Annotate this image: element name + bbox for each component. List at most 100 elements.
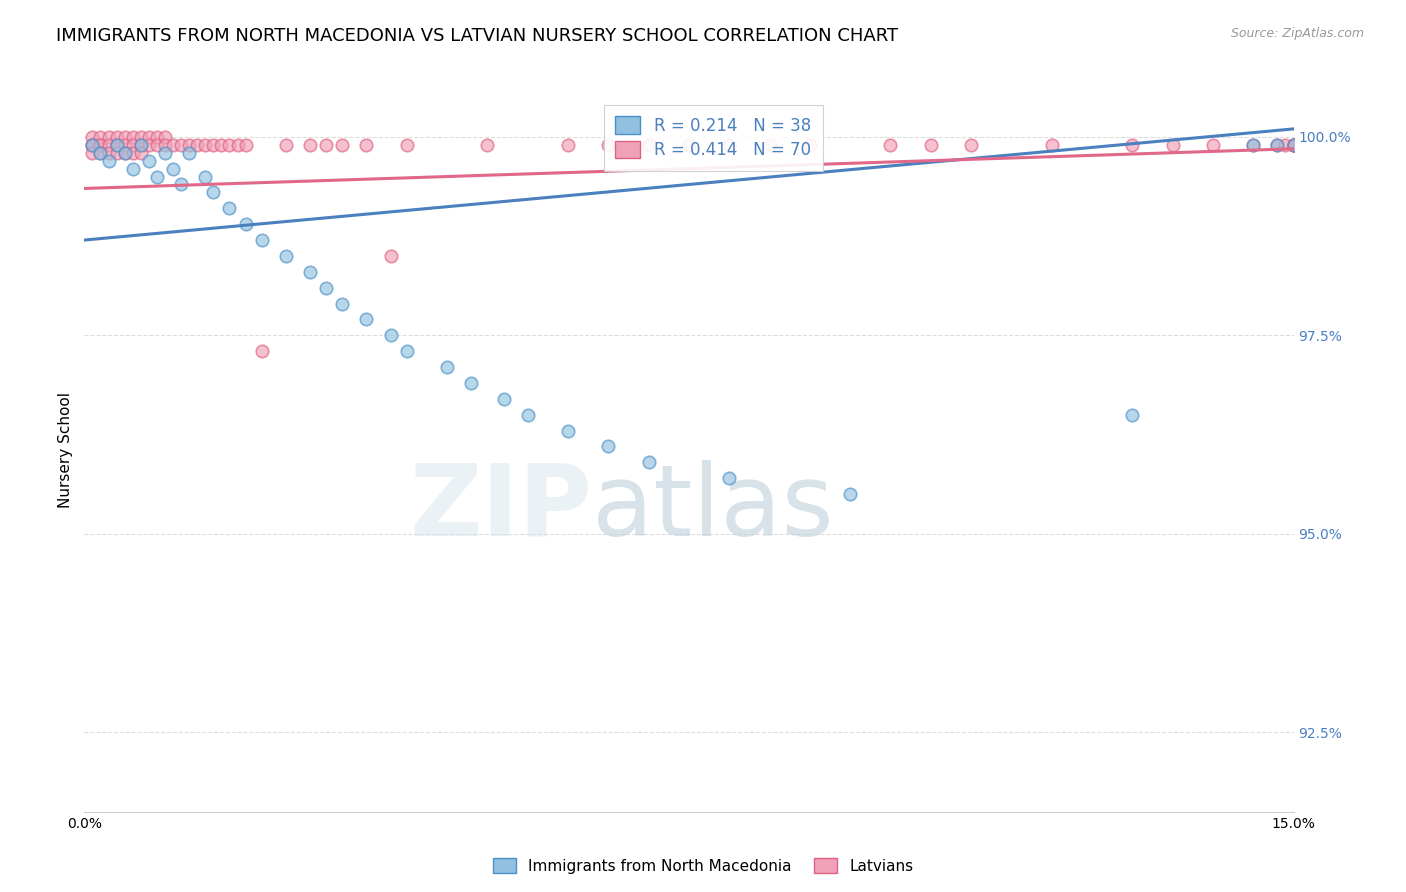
Point <box>82 137 104 152</box>
Point <box>162 137 184 152</box>
Point <box>557 424 579 438</box>
Point <box>179 145 201 160</box>
Point <box>82 137 104 152</box>
Point <box>89 129 111 144</box>
Point <box>1267 137 1289 152</box>
Point <box>960 137 983 152</box>
Text: atlas: atlas <box>592 459 834 557</box>
Point <box>218 137 240 152</box>
Point <box>121 137 143 152</box>
Point <box>146 137 169 152</box>
Point <box>82 145 104 160</box>
Point <box>162 161 184 176</box>
Point <box>121 161 143 176</box>
Point <box>718 137 741 152</box>
Point <box>97 145 120 160</box>
Point <box>516 408 538 422</box>
Text: IMMIGRANTS FROM NORTH MACEDONIA VS LATVIAN NURSERY SCHOOL CORRELATION CHART: IMMIGRANTS FROM NORTH MACEDONIA VS LATVI… <box>56 27 898 45</box>
Point <box>194 169 217 184</box>
Point <box>1267 137 1289 152</box>
Legend: Immigrants from North Macedonia, Latvians: Immigrants from North Macedonia, Latvian… <box>486 852 920 880</box>
Point <box>209 137 232 152</box>
Point <box>356 137 378 152</box>
Legend: R = 0.214   N = 38, R = 0.414   N = 70: R = 0.214 N = 38, R = 0.414 N = 70 <box>603 104 823 171</box>
Point <box>330 137 353 152</box>
Point <box>121 145 143 160</box>
Point <box>839 487 862 501</box>
Point <box>105 129 128 144</box>
Point <box>114 137 136 152</box>
Point <box>274 137 297 152</box>
Point <box>218 202 240 216</box>
Point <box>105 137 128 152</box>
Point <box>129 137 152 152</box>
Point <box>920 137 942 152</box>
Point <box>129 129 152 144</box>
Point <box>129 145 152 160</box>
Point <box>114 145 136 160</box>
Point <box>89 137 111 152</box>
Point <box>1161 137 1184 152</box>
Point <box>799 137 821 152</box>
Point <box>477 137 499 152</box>
Point <box>202 137 225 152</box>
Point <box>436 360 458 375</box>
Point <box>153 145 176 160</box>
Point <box>194 137 217 152</box>
Point <box>557 137 579 152</box>
Point <box>637 137 659 152</box>
Point <box>105 145 128 160</box>
Point <box>138 137 160 152</box>
Point <box>678 137 700 152</box>
Point <box>146 129 169 144</box>
Point <box>114 145 136 160</box>
Text: ZIP: ZIP <box>409 459 592 557</box>
Point <box>153 137 176 152</box>
Point <box>460 376 482 390</box>
Point <box>395 344 418 359</box>
Point <box>138 153 160 168</box>
Point <box>186 137 208 152</box>
Point <box>356 312 378 326</box>
Point <box>1282 137 1305 152</box>
Point <box>89 137 111 152</box>
Point <box>718 471 741 485</box>
Point <box>598 137 620 152</box>
Point <box>250 344 273 359</box>
Point <box>1202 137 1225 152</box>
Point <box>492 392 515 406</box>
Text: Source: ZipAtlas.com: Source: ZipAtlas.com <box>1230 27 1364 40</box>
Point <box>758 137 780 152</box>
Point <box>395 137 418 152</box>
Point <box>1282 137 1305 152</box>
Point <box>235 217 257 231</box>
Point <box>637 455 659 469</box>
Point <box>202 186 225 200</box>
Point <box>598 440 620 454</box>
Point <box>380 249 402 263</box>
Point <box>235 137 257 152</box>
Point <box>153 129 176 144</box>
Point <box>299 265 322 279</box>
Point <box>226 137 249 152</box>
Point <box>879 137 901 152</box>
Point <box>1040 137 1063 152</box>
Point <box>1274 137 1296 152</box>
Point <box>114 129 136 144</box>
Point <box>1121 408 1143 422</box>
Point <box>1241 137 1264 152</box>
Point <box>179 137 201 152</box>
Point <box>138 129 160 144</box>
Point <box>1282 137 1305 152</box>
Point <box>1282 137 1305 152</box>
Point <box>250 233 273 247</box>
Point <box>97 137 120 152</box>
Point <box>82 129 104 144</box>
Point <box>1282 137 1305 152</box>
Point <box>97 153 120 168</box>
Point <box>299 137 322 152</box>
Point <box>315 137 337 152</box>
Point <box>170 137 193 152</box>
Point <box>89 145 111 160</box>
Point <box>1121 137 1143 152</box>
